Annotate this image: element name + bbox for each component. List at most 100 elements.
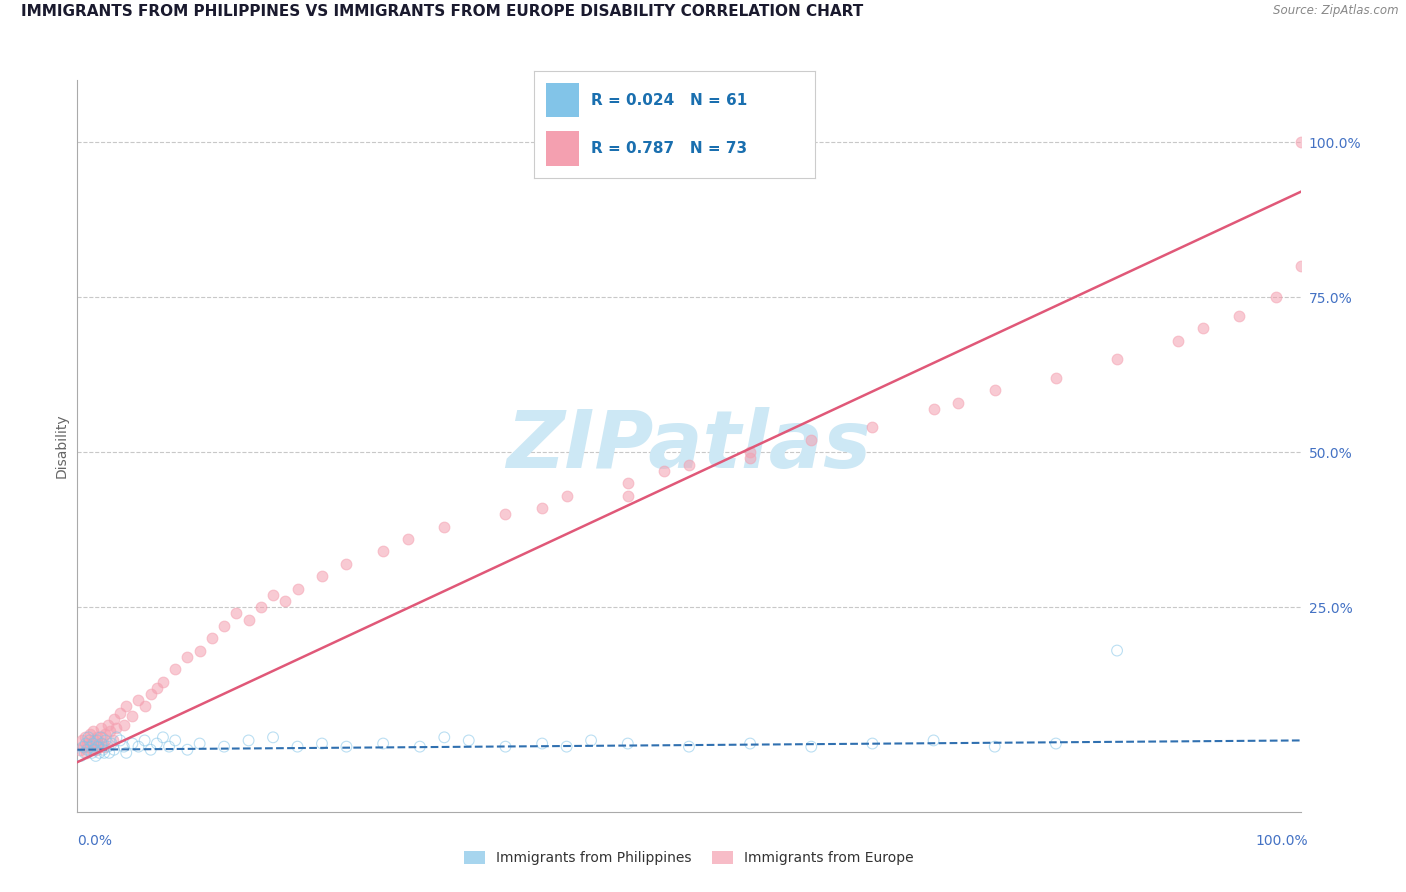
- Point: [82, 737, 104, 751]
- Point: [165, 662, 187, 676]
- Y-axis label: Disability: Disability: [55, 414, 69, 478]
- Point: [800, 433, 823, 447]
- Point: [495, 739, 517, 754]
- Point: [80, 737, 103, 751]
- Point: [922, 733, 945, 747]
- Point: [93, 746, 115, 760]
- Point: [76, 737, 98, 751]
- Point: [984, 383, 1007, 397]
- Point: [76, 743, 98, 757]
- Point: [579, 733, 602, 747]
- Point: [157, 739, 180, 754]
- Point: [165, 733, 187, 747]
- Point: [86, 733, 108, 747]
- Point: [108, 706, 131, 720]
- Point: [617, 476, 640, 491]
- Point: [87, 739, 110, 754]
- Point: [531, 500, 554, 515]
- Bar: [546, 131, 579, 166]
- Point: [740, 445, 762, 459]
- Point: [311, 737, 333, 751]
- Point: [84, 743, 107, 757]
- Point: [108, 733, 131, 747]
- Point: [371, 544, 394, 558]
- Point: [98, 724, 121, 739]
- Text: IMMIGRANTS FROM PHILIPPINES VS IMMIGRANTS FROM EUROPE DISABILITY CORRELATION CHA: IMMIGRANTS FROM PHILIPPINES VS IMMIGRANT…: [21, 4, 863, 20]
- Point: [201, 631, 224, 645]
- Point: [90, 737, 112, 751]
- Point: [617, 737, 640, 751]
- Point: [225, 607, 247, 621]
- Point: [617, 489, 640, 503]
- Point: [984, 739, 1007, 754]
- Point: [70, 733, 93, 747]
- Point: [396, 532, 419, 546]
- Point: [262, 731, 284, 745]
- Point: [335, 557, 357, 571]
- Point: [1289, 259, 1312, 273]
- Point: [80, 746, 103, 760]
- Point: [862, 420, 884, 434]
- Point: [287, 739, 309, 754]
- Point: [73, 731, 96, 745]
- Point: [90, 731, 112, 745]
- Point: [93, 739, 115, 754]
- Point: [77, 739, 100, 754]
- Point: [862, 737, 884, 751]
- Text: ZIPatlas: ZIPatlas: [506, 407, 872, 485]
- Point: [103, 743, 125, 757]
- Point: [922, 401, 945, 416]
- Point: [287, 582, 309, 596]
- Point: [97, 718, 120, 732]
- Point: [212, 619, 235, 633]
- Point: [555, 739, 578, 754]
- Point: [105, 721, 128, 735]
- Point: [80, 739, 103, 754]
- Point: [495, 507, 517, 521]
- Point: [433, 731, 456, 745]
- Point: [1167, 334, 1189, 348]
- Point: [115, 746, 138, 760]
- Point: [212, 739, 235, 754]
- Point: [134, 699, 156, 714]
- Point: [335, 739, 357, 754]
- Point: [740, 451, 762, 466]
- Point: [678, 458, 700, 472]
- Point: [86, 731, 108, 745]
- Text: Source: ZipAtlas.com: Source: ZipAtlas.com: [1274, 4, 1399, 18]
- Point: [1045, 371, 1067, 385]
- Point: [121, 708, 143, 723]
- Point: [188, 737, 211, 751]
- Point: [75, 737, 97, 751]
- Point: [101, 733, 124, 747]
- Point: [946, 395, 969, 409]
- Point: [84, 748, 107, 763]
- Point: [89, 746, 111, 760]
- Point: [97, 739, 120, 754]
- Point: [262, 588, 284, 602]
- Point: [128, 739, 150, 754]
- Point: [188, 643, 211, 657]
- Point: [80, 743, 103, 757]
- Point: [311, 569, 333, 583]
- Point: [79, 733, 101, 747]
- Point: [152, 674, 174, 689]
- Point: [83, 733, 105, 747]
- Point: [1265, 290, 1288, 304]
- Bar: [546, 83, 579, 118]
- Point: [89, 739, 111, 754]
- Point: [103, 712, 125, 726]
- Point: [457, 733, 479, 747]
- Text: R = 0.787   N = 73: R = 0.787 N = 73: [591, 141, 747, 156]
- Point: [152, 731, 174, 745]
- Point: [128, 693, 150, 707]
- Text: 0.0%: 0.0%: [77, 834, 112, 848]
- Point: [371, 737, 394, 751]
- Point: [555, 489, 578, 503]
- Point: [531, 737, 554, 751]
- Point: [98, 746, 121, 760]
- Point: [139, 687, 162, 701]
- Point: [73, 746, 96, 760]
- Point: [83, 743, 105, 757]
- Point: [112, 718, 135, 732]
